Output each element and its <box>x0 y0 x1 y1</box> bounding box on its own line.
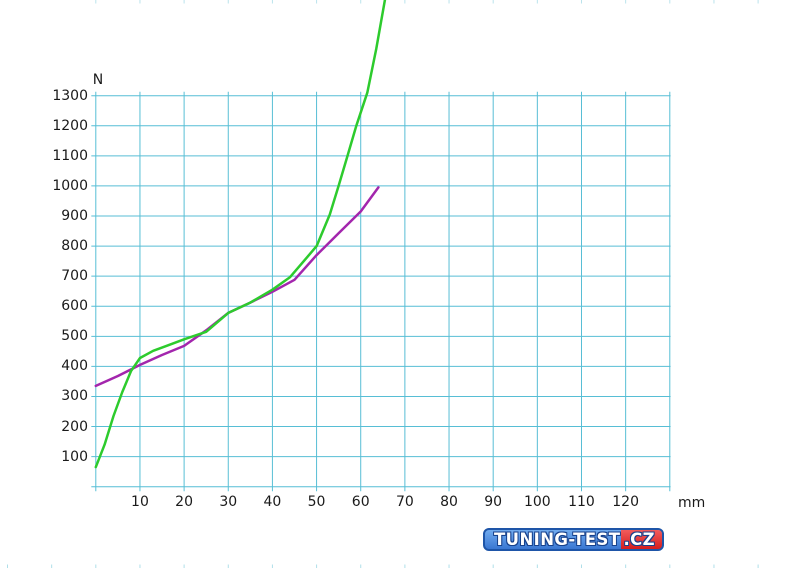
x-tick-label: 120 <box>612 494 639 510</box>
green-curve <box>94 0 387 469</box>
y-tick-label: 1000 <box>52 177 88 194</box>
x-tick-label: 80 <box>440 494 458 510</box>
x-tick-label: 110 <box>568 494 595 510</box>
x-tick-label: 30 <box>219 494 238 510</box>
y-tick-label: 300 <box>61 388 88 405</box>
x-tick-label: 70 <box>395 494 414 510</box>
y-tick-label: 500 <box>61 328 88 345</box>
logo-text-suffix: .CZ <box>621 530 662 549</box>
grid <box>91 91 671 492</box>
tuning-test-logo[interactable]: TUNING-TEST .CZ <box>483 528 664 551</box>
bottom-edge-ticks <box>7 564 759 568</box>
y-tick-label: 400 <box>61 358 88 375</box>
y-tick-label: 1200 <box>52 117 88 134</box>
violet-curve <box>94 186 380 388</box>
y-tick-label: 1100 <box>52 147 88 164</box>
x-tick-label: 60 <box>351 494 370 510</box>
x-tick-label: 10 <box>131 494 149 510</box>
y-tick-label: 100 <box>61 448 88 465</box>
y-tick-label: 1300 <box>52 87 88 104</box>
x-tick-label: 40 <box>263 494 282 510</box>
y-tick-label: 800 <box>61 238 88 255</box>
y-axis-title: N <box>92 72 104 88</box>
y-tick-label: 600 <box>61 298 88 315</box>
x-tick-label: 100 <box>523 494 551 510</box>
logo-text-main: TUNING-TEST <box>494 530 621 549</box>
x-tick-label: 90 <box>484 494 503 510</box>
y-tick-label: 700 <box>61 268 88 285</box>
y-tick-label: 900 <box>61 208 88 224</box>
x-tick-label: 20 <box>175 494 193 510</box>
x-axis-unit-label: mm <box>678 495 706 511</box>
x-tick-label: 50 <box>307 494 326 510</box>
y-tick-label: 200 <box>61 418 88 435</box>
top-edge-ticks <box>95 0 759 4</box>
